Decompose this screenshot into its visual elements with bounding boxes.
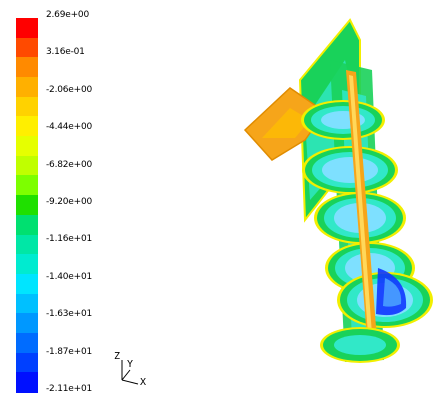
color-scale-label: -6.82e+00	[46, 159, 93, 170]
color-swatch	[16, 332, 38, 354]
color-scale-label: -4.44e+00	[46, 122, 93, 133]
color-swatch	[16, 18, 38, 39]
color-swatch	[16, 234, 38, 255]
low-value-region-inner	[383, 278, 402, 307]
color-swatch	[16, 116, 38, 137]
axis-z-label: Z	[114, 351, 121, 362]
color-scale-label: 2.69e+00	[46, 10, 89, 20]
color-scale-label: 3.16e-01	[46, 47, 85, 58]
axis-x-label: X	[140, 377, 147, 388]
color-swatch	[16, 155, 38, 177]
color-swatch	[16, 77, 38, 98]
inlet-slab-highlight	[262, 108, 310, 138]
disk-inner-ring	[322, 157, 378, 183]
color-scale-label: -2.06e+00	[46, 84, 93, 95]
axis-triad-lines	[121, 360, 139, 385]
color-scale-label: -9.20e+00	[46, 197, 93, 207]
color-swatch	[16, 273, 38, 295]
color-swatch	[16, 254, 38, 275]
color-swatch	[16, 57, 38, 78]
color-legend: 2.69e+00 3.16e-01 -2.06e+00 -4.44e+00 -6.82e…	[0, 0, 140, 397]
color-swatch	[16, 136, 38, 157]
axis-triad: Z Y X	[112, 350, 152, 390]
color-swatch	[16, 96, 38, 118]
color-scale-label: -2.11e+01	[46, 384, 93, 394]
color-swatch	[16, 313, 38, 334]
color-scale-label: -1.63e+01	[46, 309, 93, 320]
color-swatch	[16, 352, 38, 373]
color-swatch	[16, 372, 38, 393]
color-swatch	[16, 293, 38, 314]
bottom-disk-mid	[334, 335, 386, 355]
color-scale-label: -1.16e+01	[46, 234, 93, 245]
color-swatch	[16, 175, 38, 196]
color-swatch	[16, 214, 38, 236]
color-scale-label: -1.87e+01	[46, 346, 93, 357]
axis-y-label: Y	[127, 359, 134, 370]
color-swatch	[16, 195, 38, 216]
core-column-highlight	[349, 75, 373, 348]
color-scale-label: -1.40e+01	[46, 271, 93, 282]
color-swatch	[16, 37, 38, 58]
